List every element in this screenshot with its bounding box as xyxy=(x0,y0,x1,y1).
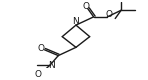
Text: N: N xyxy=(48,61,55,70)
Text: O: O xyxy=(34,70,41,79)
Text: O: O xyxy=(37,44,44,53)
Text: O: O xyxy=(106,10,113,19)
Text: O: O xyxy=(82,2,89,11)
Text: N: N xyxy=(73,17,79,26)
